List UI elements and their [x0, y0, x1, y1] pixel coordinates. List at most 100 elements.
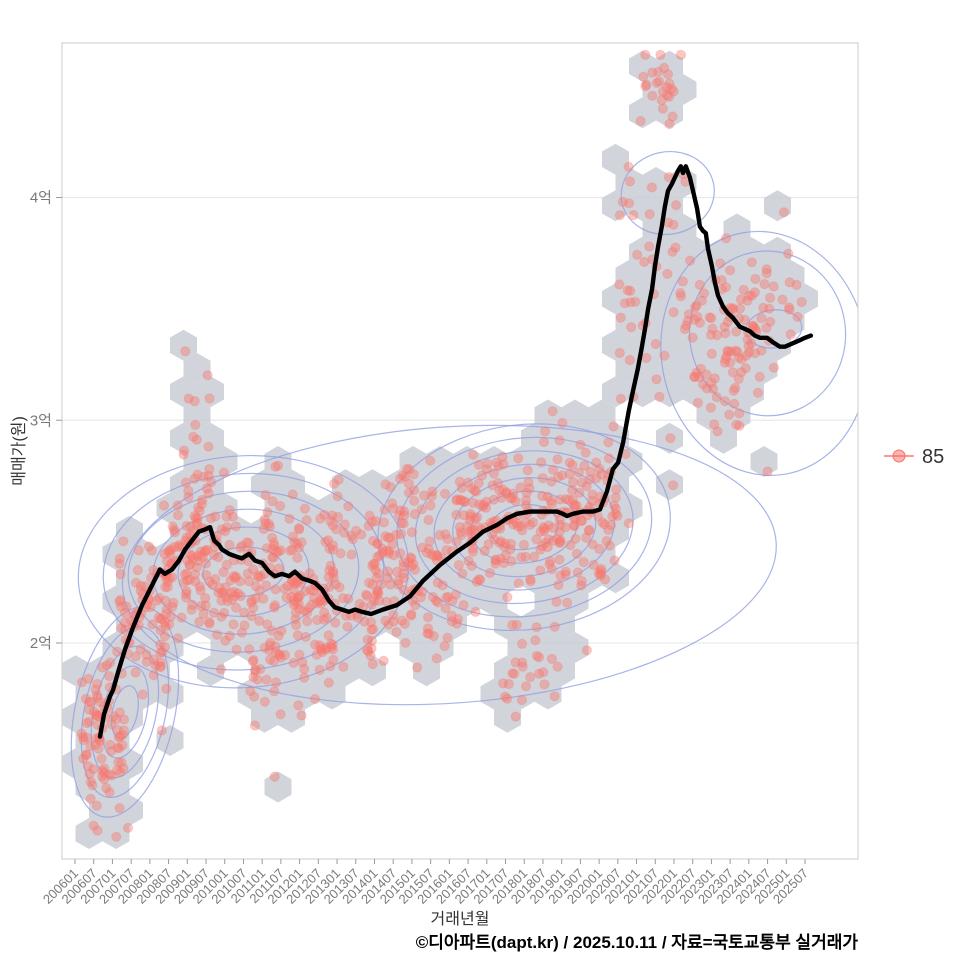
scatter-point [675, 291, 687, 302]
scatter-point [552, 454, 563, 465]
scatter-point [160, 608, 172, 620]
hexbin-cell [521, 422, 548, 454]
scatter-point [591, 457, 602, 468]
scatter-point [181, 521, 192, 532]
hexbin-cell [305, 655, 332, 687]
scatter-point [587, 489, 598, 500]
scatter-point [135, 580, 147, 592]
scatter-point [281, 592, 292, 603]
scatter-point [783, 302, 795, 313]
scatter-point [388, 616, 399, 627]
hexbin-cell [278, 608, 305, 640]
scatter-point [554, 435, 565, 446]
scatter-point [130, 577, 142, 588]
scatter-point [591, 473, 602, 484]
scatter-point [729, 398, 740, 409]
scatter-point [199, 546, 210, 557]
scatter-point [324, 565, 335, 576]
scatter-point [122, 822, 134, 834]
scatter-point [468, 525, 480, 536]
scatter-point [135, 644, 146, 655]
scatter-point [542, 542, 553, 553]
scatter-point [288, 599, 299, 610]
scatter-point [725, 357, 736, 368]
scatter-point [732, 346, 743, 357]
hexbin-cell [291, 678, 319, 710]
hexbin-cell [183, 492, 211, 524]
scatter-point [368, 624, 379, 635]
hexbin-cell [197, 422, 224, 454]
scatter-point [219, 607, 230, 619]
hexbin-cell [575, 469, 602, 501]
scatter-point [105, 739, 116, 750]
scatter-point [97, 771, 108, 782]
hexbin-cell [386, 469, 413, 501]
scatter-point [162, 546, 174, 557]
scatter-point [383, 619, 394, 630]
scatter-point [508, 519, 519, 530]
scatter-point [116, 757, 127, 768]
scatter-point [252, 674, 263, 685]
scatter-point [118, 714, 130, 725]
scatter-point [202, 544, 213, 555]
scatter-point [768, 362, 780, 373]
scatter-point [369, 595, 380, 606]
density-contour [121, 424, 777, 706]
scatter-point [228, 571, 239, 582]
scatter-point [184, 574, 195, 585]
hexbin-cell [170, 422, 197, 454]
density-contour [127, 490, 360, 653]
scatter-point [165, 611, 176, 622]
scatter-point [555, 537, 566, 548]
scatter-point [596, 563, 607, 575]
scatter-point [510, 657, 521, 668]
scatter-point [543, 520, 554, 531]
scatter-point [712, 330, 723, 341]
hexbin-cell [494, 655, 521, 687]
scatter-point [227, 511, 238, 522]
hexbin-cell [413, 608, 440, 640]
scatter-point [90, 739, 101, 750]
scatter-point [733, 373, 744, 384]
scatter-point [315, 595, 326, 606]
scatter-point [367, 659, 378, 670]
scatter-point [553, 471, 564, 483]
hexbin-cell [467, 469, 494, 501]
scatter-point [583, 525, 595, 536]
scatter-point [272, 460, 284, 471]
density-contour [80, 626, 170, 799]
scatter-point [269, 600, 280, 611]
hexbin-cell [737, 283, 764, 315]
scatter-point [317, 646, 328, 658]
hexbin-cell [318, 492, 346, 524]
scatter-point [265, 637, 276, 648]
hexbin-cell [237, 585, 265, 617]
scatter-point [195, 585, 206, 596]
hexbin-cell [183, 539, 211, 570]
scatter-point [320, 644, 331, 655]
scatter-point [188, 431, 199, 442]
scatter-point [520, 681, 532, 692]
scatter-point [538, 522, 549, 533]
scatter-point [421, 547, 432, 558]
scatter-point [478, 499, 489, 510]
scatter-point [299, 503, 310, 514]
scatter-point [190, 512, 201, 524]
scatter-point [183, 492, 194, 503]
scatter-point [90, 709, 102, 720]
scatter-point [312, 614, 323, 626]
scatter-point [201, 483, 212, 494]
scatter-point [424, 536, 435, 547]
scatter-point [121, 601, 132, 612]
scatter-point [105, 657, 116, 668]
scatter-point [668, 480, 679, 491]
scatter-point [384, 532, 395, 543]
scatter-point [96, 753, 107, 764]
scatter-point [661, 82, 672, 93]
scatter-point [172, 510, 184, 521]
scatter-point [167, 601, 178, 612]
scatter-point [518, 539, 530, 551]
scatter-point [181, 586, 192, 597]
scatter-point [576, 576, 587, 587]
hexbin-cell [251, 562, 278, 594]
